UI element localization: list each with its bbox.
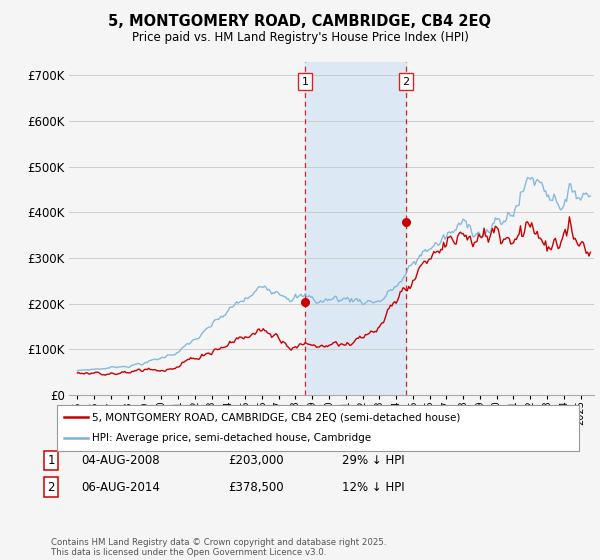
Text: 12% ↓ HPI: 12% ↓ HPI xyxy=(342,480,404,494)
Text: £378,500: £378,500 xyxy=(228,480,284,494)
Text: 06-AUG-2014: 06-AUG-2014 xyxy=(81,480,160,494)
Text: Contains HM Land Registry data © Crown copyright and database right 2025.
This d: Contains HM Land Registry data © Crown c… xyxy=(51,538,386,557)
Text: 04-AUG-2008: 04-AUG-2008 xyxy=(81,454,160,467)
Text: 1: 1 xyxy=(302,77,309,87)
Text: 29% ↓ HPI: 29% ↓ HPI xyxy=(342,454,404,467)
Text: 5, MONTGOMERY ROAD, CAMBRIDGE, CB4 2EQ: 5, MONTGOMERY ROAD, CAMBRIDGE, CB4 2EQ xyxy=(109,14,491,29)
Text: 2: 2 xyxy=(47,480,55,494)
Text: HPI: Average price, semi-detached house, Cambridge: HPI: Average price, semi-detached house,… xyxy=(92,433,371,444)
Text: £203,000: £203,000 xyxy=(228,454,284,467)
Text: 2: 2 xyxy=(402,77,409,87)
Bar xyxy=(305,62,406,395)
Text: 1: 1 xyxy=(47,454,55,467)
Text: 5, MONTGOMERY ROAD, CAMBRIDGE, CB4 2EQ (semi-detached house): 5, MONTGOMERY ROAD, CAMBRIDGE, CB4 2EQ (… xyxy=(92,412,460,422)
Text: Price paid vs. HM Land Registry's House Price Index (HPI): Price paid vs. HM Land Registry's House … xyxy=(131,31,469,44)
